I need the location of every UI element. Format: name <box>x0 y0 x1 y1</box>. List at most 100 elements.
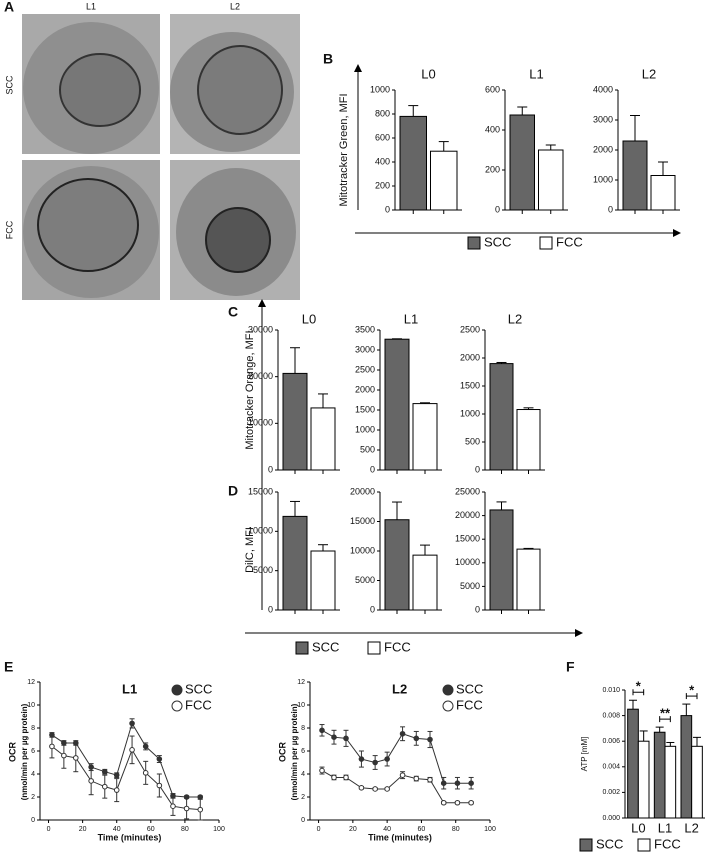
significance-label: ** <box>660 706 671 721</box>
micrographs: A L1 L2 SCC FCC <box>4 0 300 300</box>
x-tick-label: 60 <box>418 826 426 833</box>
y-tick-label: 0.008 <box>602 712 620 719</box>
subplot-title: L0 <box>302 311 316 326</box>
y-tick-label: 5000 <box>460 581 480 591</box>
point <box>454 780 461 787</box>
point <box>427 736 433 743</box>
x-tick-label: 40 <box>383 826 391 833</box>
bar <box>399 115 427 211</box>
y-tick-label: 2000 <box>460 352 480 362</box>
bar <box>412 403 438 471</box>
x-axis-label: Time (minutes) <box>98 832 162 842</box>
y-tick-label: 12 <box>297 679 305 686</box>
y-tick-label: 6 <box>301 748 305 755</box>
y-tick-label: 0 <box>31 817 35 824</box>
y-tick-label: 3000 <box>593 114 613 124</box>
nucleus <box>59 53 141 127</box>
point <box>88 778 94 784</box>
subplot-title: L1 <box>529 66 543 81</box>
y-tick-label: 15000 <box>455 534 480 544</box>
legend-label: FCC <box>456 697 483 712</box>
point <box>73 755 79 761</box>
point <box>170 803 176 810</box>
panel-letter: B <box>323 51 333 67</box>
nucleus <box>197 45 283 135</box>
point <box>129 720 135 727</box>
y-tick-label: 0.006 <box>602 738 620 745</box>
y-tick-label: 400 <box>485 124 500 134</box>
bar <box>489 509 514 611</box>
bar <box>384 519 410 611</box>
legend-label: SCC <box>312 639 339 654</box>
point <box>113 772 120 778</box>
legend-swatch <box>579 838 593 852</box>
y-tick-label: 6 <box>31 748 35 755</box>
point <box>413 735 420 742</box>
y-tick-label: 600 <box>485 84 500 94</box>
y-tick-label: 0 <box>370 604 375 614</box>
subplot-title: L2 <box>392 681 407 696</box>
y-tick-label: 0 <box>268 604 273 614</box>
point <box>183 805 190 812</box>
series-line <box>51 722 201 798</box>
legend-swatch <box>467 236 481 250</box>
bar <box>282 372 308 471</box>
bar <box>664 745 677 819</box>
legend-marker <box>171 684 183 696</box>
legend-label: SCC <box>456 681 483 696</box>
y-tick-label: 5000 <box>253 565 273 575</box>
y-tick-label: 1000 <box>355 424 375 434</box>
x-tick-label: 40 <box>113 826 121 833</box>
y-tick-label: 20000 <box>455 510 480 520</box>
x-tick-label: 80 <box>181 826 189 833</box>
bar <box>691 745 703 819</box>
column-label: L1 <box>86 1 96 11</box>
legend-label: SCC <box>484 234 511 249</box>
y-tick-label: 4 <box>31 771 35 778</box>
legend-swatch <box>637 838 651 852</box>
y-axis-label: (nmol/min per µg protein) <box>290 703 299 800</box>
y-tick-label: 600 <box>375 132 390 142</box>
point <box>358 785 365 791</box>
point <box>427 776 433 783</box>
y-tick-label: 25000 <box>455 486 480 496</box>
subplot-title: L1 <box>122 681 137 696</box>
y-tick-label: 4 <box>301 771 305 778</box>
legend-label: FCC <box>556 234 583 249</box>
point <box>49 743 55 750</box>
point <box>319 767 325 774</box>
panel-letter: F <box>566 659 575 675</box>
y-tick-label: 12 <box>27 679 35 686</box>
legend-marker <box>171 700 183 712</box>
y-tick-label: 400 <box>375 156 390 166</box>
legend-label: SCC <box>185 681 212 696</box>
legend-swatch <box>367 641 381 655</box>
point <box>468 799 474 806</box>
point <box>113 787 120 793</box>
y-tick-label: 1000 <box>370 84 390 94</box>
y-tick-label: 1500 <box>460 380 480 390</box>
y-tick-label: 2500 <box>355 364 375 374</box>
y-tick-label: 0 <box>475 464 480 474</box>
y-tick-label: 1500 <box>355 404 375 414</box>
y-axis-label: OCR <box>7 742 17 763</box>
y-tick-label: 200 <box>375 180 390 190</box>
subplot-title: L1 <box>404 311 418 326</box>
point <box>454 799 461 806</box>
y-tick-label: 1000 <box>460 408 480 418</box>
point <box>384 786 390 792</box>
y-tick-label: 800 <box>375 108 390 118</box>
y-tick-label: 500 <box>360 444 375 454</box>
y-tick-label: 8 <box>31 725 35 732</box>
y-tick-label: 1000 <box>593 174 613 184</box>
y-tick-label: 2 <box>301 794 305 801</box>
x-tick-label: L1 <box>658 820 672 835</box>
legend-swatch <box>539 236 553 250</box>
panel-letter: D <box>228 483 238 499</box>
significance-label: * <box>636 679 642 694</box>
bar <box>516 409 541 471</box>
y-axis-label: Mitotracker Orange, MFI <box>244 330 256 449</box>
bar <box>516 548 541 611</box>
point <box>142 770 149 776</box>
